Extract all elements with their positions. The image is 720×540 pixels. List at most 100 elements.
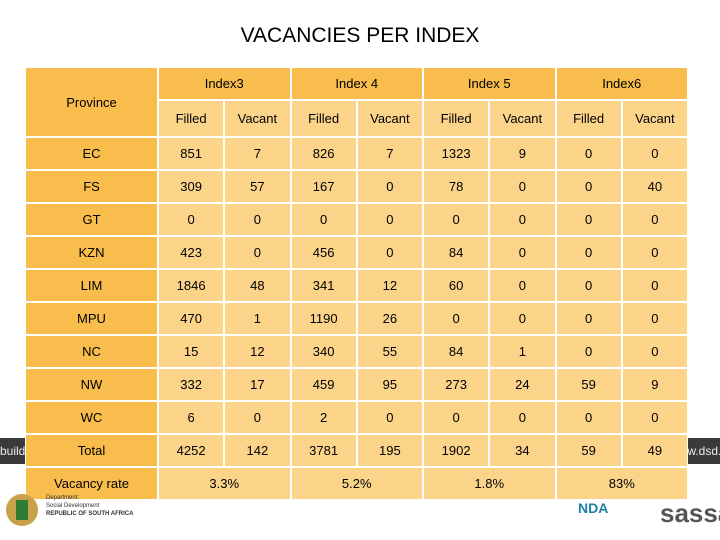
- group-header: Index3: [158, 67, 291, 100]
- value-cell: 17: [224, 368, 291, 401]
- value-cell: 1846: [158, 269, 225, 302]
- province-cell: NC: [25, 335, 158, 368]
- value-cell: 0: [555, 236, 622, 269]
- sub-header: Filled: [290, 100, 357, 137]
- value-cell: 0: [224, 236, 291, 269]
- value-cell: 34: [489, 434, 556, 467]
- value-cell: 7: [224, 137, 291, 170]
- rate-cell: 3.3%: [158, 467, 291, 500]
- rate-label: Vacancy rate: [25, 467, 158, 500]
- value-cell: 49: [621, 434, 688, 467]
- value-cell: 0: [224, 203, 291, 236]
- value-cell: 0: [158, 203, 225, 236]
- value-cell: 456: [290, 236, 357, 269]
- coat-of-arms: [6, 494, 38, 526]
- province-cell: LIM: [25, 269, 158, 302]
- title: VACANCIES PER INDEX: [240, 24, 480, 47]
- value-cell: 340: [290, 335, 357, 368]
- value-cell: 0: [621, 335, 688, 368]
- value-cell: 0: [423, 203, 490, 236]
- province-cell: NW: [25, 368, 158, 401]
- value-cell: 0: [621, 137, 688, 170]
- province-cell: GT: [25, 203, 158, 236]
- value-cell: 0: [356, 170, 423, 203]
- value-cell: 84: [423, 335, 490, 368]
- group-header: Index 4: [290, 67, 423, 100]
- value-cell: 0: [621, 302, 688, 335]
- dept-line: REPUBLIC OF SOUTH AFRICA: [46, 511, 134, 517]
- value-cell: 195: [356, 434, 423, 467]
- value-cell: 0: [489, 401, 556, 434]
- value-cell: 78: [423, 170, 490, 203]
- value-cell: 167: [290, 170, 357, 203]
- rate-cell: 1.8%: [423, 467, 556, 500]
- value-cell: 826: [290, 137, 357, 170]
- dept-line: Department:: [46, 495, 80, 501]
- value-cell: 7: [356, 137, 423, 170]
- value-cell: 0: [290, 203, 357, 236]
- value-cell: 1: [224, 302, 291, 335]
- province-header: Province: [25, 67, 158, 137]
- province-cell: KZN: [25, 236, 158, 269]
- dept-line: Social Development: [46, 503, 100, 509]
- province-cell: FS: [25, 170, 158, 203]
- value-cell: 12: [224, 335, 291, 368]
- value-cell: 0: [555, 401, 622, 434]
- department: Department: Social Development REPUBLIC …: [46, 494, 133, 518]
- value-cell: 2: [290, 401, 357, 434]
- value-cell: 0: [621, 269, 688, 302]
- value-cell: 9: [489, 137, 556, 170]
- value-cell: 0: [489, 302, 556, 335]
- value-cell: 59: [555, 368, 622, 401]
- value-cell: 6: [158, 401, 225, 434]
- value-cell: 40: [621, 170, 688, 203]
- value-cell: 3781: [290, 434, 357, 467]
- value-cell: 0: [489, 203, 556, 236]
- value-cell: 15: [158, 335, 225, 368]
- value-cell: 0: [555, 203, 622, 236]
- value-cell: 57: [224, 170, 291, 203]
- value-cell: 60: [423, 269, 490, 302]
- value-cell: 59: [555, 434, 622, 467]
- value-cell: 309: [158, 170, 225, 203]
- province-cell: EC: [25, 137, 158, 170]
- value-cell: 0: [621, 401, 688, 434]
- value-cell: 1: [489, 335, 556, 368]
- value-cell: 0: [555, 302, 622, 335]
- province-cell: Total: [25, 434, 158, 467]
- sub-header: Vacant: [489, 100, 556, 137]
- value-cell: 0: [555, 170, 622, 203]
- value-cell: 851: [158, 137, 225, 170]
- value-cell: 0: [224, 401, 291, 434]
- value-cell: 9: [621, 368, 688, 401]
- value-cell: 0: [356, 401, 423, 434]
- value-cell: 0: [423, 302, 490, 335]
- sub-header: Filled: [158, 100, 225, 137]
- value-cell: 4252: [158, 434, 225, 467]
- value-cell: 273: [423, 368, 490, 401]
- value-cell: 0: [489, 170, 556, 203]
- value-cell: 0: [555, 335, 622, 368]
- value-cell: 1902: [423, 434, 490, 467]
- value-cell: 423: [158, 236, 225, 269]
- value-cell: 332: [158, 368, 225, 401]
- value-cell: 0: [621, 236, 688, 269]
- value-cell: 0: [489, 269, 556, 302]
- value-cell: 24: [489, 368, 556, 401]
- province-cell: MPU: [25, 302, 158, 335]
- sub-header: Vacant: [356, 100, 423, 137]
- value-cell: 84: [423, 236, 490, 269]
- value-cell: 459: [290, 368, 357, 401]
- value-cell: 470: [158, 302, 225, 335]
- value-cell: 142: [224, 434, 291, 467]
- value-cell: 0: [555, 137, 622, 170]
- value-cell: 0: [555, 269, 622, 302]
- nda-logo: NDA: [578, 500, 609, 516]
- value-cell: 12: [356, 269, 423, 302]
- value-cell: 95: [356, 368, 423, 401]
- value-cell: 0: [356, 236, 423, 269]
- value-cell: 26: [356, 302, 423, 335]
- value-cell: 48: [224, 269, 291, 302]
- group-header: Index6: [555, 67, 688, 100]
